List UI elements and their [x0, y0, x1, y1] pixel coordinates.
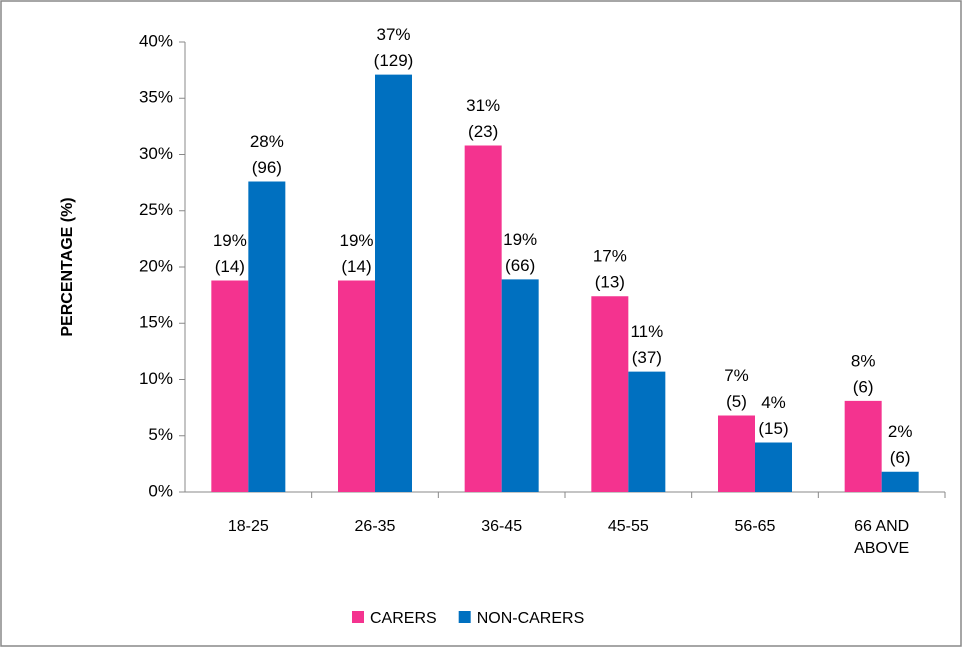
x-tick-label: 18-25: [227, 518, 269, 535]
y-axis-label: PERCENTAGE (%): [59, 197, 76, 336]
value-label: 8%: [851, 351, 876, 370]
bar: [211, 280, 249, 492]
legend-swatch: [458, 611, 471, 623]
bar: [501, 279, 539, 492]
legend-label: NON-CARERS: [477, 610, 585, 627]
value-label: 4%: [761, 393, 786, 412]
x-tick-label-box: 26-35: [354, 518, 396, 535]
y-tick-label: 0%: [148, 481, 173, 500]
bar: [844, 400, 882, 492]
count-label: (23): [468, 122, 498, 141]
count-label: (14): [215, 257, 245, 276]
bar: [464, 145, 502, 492]
x-tick-label-box: 36-45: [481, 518, 523, 535]
value-label: 28%: [250, 132, 284, 151]
value-label: 11%: [630, 322, 663, 341]
y-tick-label: 15%: [139, 313, 173, 332]
value-label: 37%: [376, 25, 410, 44]
count-label: (14): [341, 257, 371, 276]
x-tick-label: 26-35: [354, 518, 396, 535]
y-tick-label: 25%: [139, 200, 173, 219]
count-label: (13): [595, 273, 625, 292]
x-tick-label: 66 AND ABOVE: [854, 518, 910, 557]
value-label: 2%: [888, 422, 913, 441]
y-tick-label: 10%: [139, 369, 173, 388]
count-label: (96): [252, 158, 282, 177]
y-tick-label: 40%: [139, 31, 173, 50]
legend-swatch: [352, 611, 364, 623]
y-tick-label: 20%: [139, 256, 173, 275]
y-tick-label: 5%: [148, 425, 173, 444]
count-label: (37): [632, 348, 662, 367]
count-label: (15): [758, 419, 788, 438]
y-tick-label: 35%: [139, 88, 173, 107]
count-label: (6): [853, 377, 874, 396]
count-label: (66): [505, 256, 535, 275]
y-tick-label: 30%: [139, 144, 173, 163]
value-label: 19%: [213, 231, 247, 250]
legend-label: CARERS: [370, 610, 437, 627]
bar: [375, 74, 412, 492]
value-label: 7%: [724, 366, 749, 385]
bar: [881, 471, 919, 492]
bar: [755, 442, 792, 492]
x-tick-label-box: 66 AND ABOVE: [854, 518, 910, 557]
count-label: (129): [374, 51, 414, 70]
value-label: 31%: [466, 96, 500, 115]
value-label: 17%: [593, 247, 627, 266]
value-label: 19%: [339, 231, 373, 250]
x-tick-label: 56-65: [734, 518, 776, 535]
bar: [248, 181, 286, 492]
x-tick-label: 36-45: [481, 518, 523, 535]
x-tick-label-box: 18-25: [227, 518, 269, 535]
value-label: 19%: [503, 230, 537, 249]
count-label: (5): [726, 392, 747, 411]
x-tick-label: 45-55: [607, 518, 649, 535]
x-tick-label-box: 56-65: [734, 518, 776, 535]
x-tick-label-box: 45-55: [607, 518, 649, 535]
count-label: (6): [890, 448, 911, 467]
bar: [338, 280, 375, 492]
bar: [628, 371, 666, 492]
bar: [591, 296, 629, 492]
bar: [718, 415, 755, 492]
